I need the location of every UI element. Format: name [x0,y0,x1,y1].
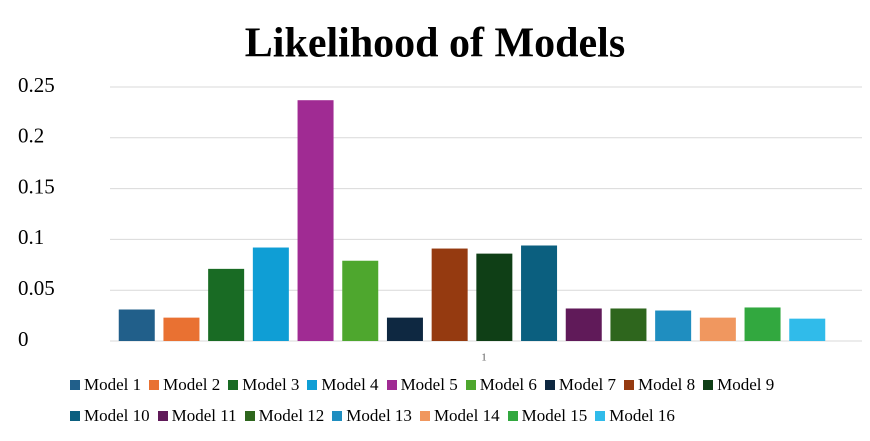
legend-swatch [157,411,168,421]
legend-label: Model 5 [400,375,458,394]
legend-label: Model 3 [242,375,300,394]
legend-item: Model 15 [507,406,588,426]
y-tick-label: 0.05 [18,276,55,300]
bar [342,260,379,341]
legend-label: Model 13 [346,406,412,425]
legend-label: Model 10 [84,406,150,425]
legend-swatch [595,411,606,421]
legend-label: Model 4 [321,375,379,394]
y-tick-label: 0.2 [18,124,44,148]
legend-label: Model 8 [637,375,696,394]
legend: Model 1 Model 2 Model 3 Model 4 Model 5 Model… [70,375,830,426]
legend-item: Model 13 [332,406,412,426]
legend-item: Model 16 [595,406,675,426]
legend-label: Model 14 [433,406,500,425]
legend-swatch [307,380,318,390]
legend-item: Model 1 [70,375,141,395]
bar [610,308,647,341]
bar [699,317,736,341]
legend-label: Model 16 [609,406,675,425]
legend-swatch [507,411,518,421]
legend-label: Model 1 [84,375,142,394]
bar [476,253,513,341]
y-tick-label: 0.1 [18,225,44,249]
legend-item: Model 10 [70,406,150,426]
y-tick-label: 0 [18,327,29,351]
legend-item: Model 9 [703,375,774,395]
legend-swatch [623,380,634,390]
legend-label: Model 6 [479,375,537,394]
legend-swatch [703,380,714,390]
legend-item: Model 6 [465,375,537,395]
legend-label: Model 2 [163,375,221,394]
x-tick-label: 1 [481,352,487,364]
bar [118,309,155,341]
legend-label: Model 11 [171,406,237,425]
y-tick-label: 0.25 [18,73,55,97]
bar [789,318,826,341]
legend-item: Model 14 [419,406,500,426]
bar [297,100,334,341]
bar [565,308,602,341]
bar [744,307,781,341]
legend-swatch [70,380,80,390]
bar [163,317,200,341]
legend-swatch [332,411,343,421]
bar [208,268,245,341]
legend-swatch [419,411,430,421]
legend-item: Model 11 [157,406,237,426]
legend-label: Model 7 [558,375,616,394]
legend-item: Model 4 [307,375,379,395]
bar [655,310,692,341]
chart-title: Likelihood of Models [245,21,625,67]
legend-item: Model 2 [149,375,220,395]
legend-item: Model 3 [228,375,299,395]
legend-swatch [544,380,555,390]
legend-item: Model 7 [544,375,616,395]
legend-label: Model 12 [258,406,325,425]
legend-label: Model 15 [521,406,588,425]
y-tick-label: 0.15 [18,174,55,198]
legend-item: Model 5 [386,375,458,395]
bar [386,317,423,341]
legend-swatch [70,411,80,421]
legend-item: Model 12 [244,406,325,426]
bar [252,247,289,341]
legend-label: Model 9 [717,375,775,394]
bar [431,248,468,341]
legend-swatch [386,380,397,390]
legend-swatch [228,380,239,390]
legend-swatch [149,380,160,390]
legend-swatch [465,380,476,390]
legend-item: Model 8 [623,375,696,395]
legend-swatch [244,411,255,421]
bar [521,245,558,341]
